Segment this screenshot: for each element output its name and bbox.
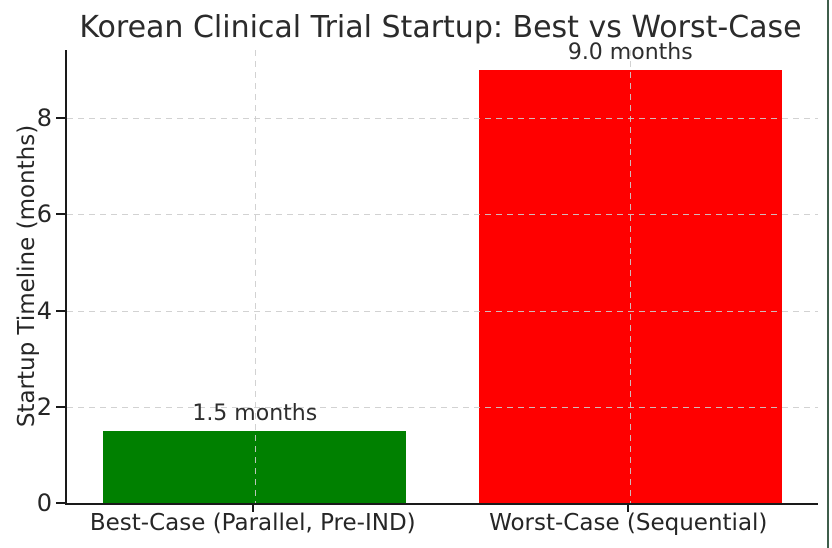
bar-best-case <box>103 430 407 503</box>
xtick-label-1: Worst-Case (Sequential) <box>489 510 768 536</box>
ytick-label-4: 4 <box>36 296 52 325</box>
ytick-label-8: 8 <box>36 104 52 133</box>
plot-area: 1.5 months 9.0 months <box>65 40 818 505</box>
xtick-mark-0 <box>251 505 254 512</box>
gridline-y-4 <box>67 310 818 312</box>
gridline-x-0 <box>254 50 256 503</box>
gridline-y-2 <box>67 406 818 408</box>
chart-title: Korean Clinical Trial Startup: Best vs W… <box>79 10 802 45</box>
bar-worst-case <box>478 70 782 503</box>
bar-value-label-1: 9.0 months <box>567 40 693 66</box>
ytick-mark-2 <box>56 405 65 408</box>
y-axis-label: Startup Timeline (months) <box>14 124 40 428</box>
gridline-y-8 <box>67 118 818 120</box>
bar-value-label-0: 1.5 months <box>192 400 318 426</box>
gridline-y-6 <box>67 214 818 216</box>
ytick-label-2: 2 <box>36 392 52 421</box>
ytick-label-6: 6 <box>36 200 52 229</box>
xtick-mark-1 <box>627 505 630 512</box>
ytick-mark-6 <box>56 213 65 216</box>
ytick-label-0: 0 <box>36 489 52 517</box>
gridline-x-1 <box>630 50 632 503</box>
ytick-mark-4 <box>56 309 65 312</box>
xtick-label-0: Best-Case (Parallel, Pre-IND) <box>89 510 416 536</box>
ytick-mark-0 <box>56 502 65 504</box>
ytick-mark-8 <box>56 117 65 120</box>
window-right-edge <box>827 0 829 548</box>
